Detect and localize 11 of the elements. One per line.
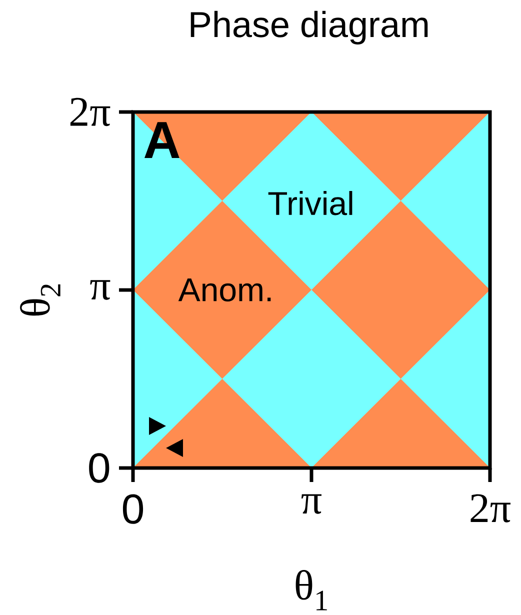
x-tick-label: π	[301, 494, 322, 514]
x-axis-title: θ$_{1}$	[296, 570, 327, 610]
y-tick-label: 0	[89, 453, 110, 483]
x-tick-label: 0	[122, 494, 144, 524]
annotation: Anom.	[178, 278, 271, 302]
y-axis-title: θ$_{2}$	[20, 284, 60, 316]
x-tick-label: 2π	[470, 494, 510, 522]
y-tick-label: π	[90, 280, 110, 300]
y-tick-label: 2π	[70, 98, 110, 126]
chart-title: Phase diagram	[190, 10, 428, 44]
annotation: Trivial	[268, 191, 352, 216]
